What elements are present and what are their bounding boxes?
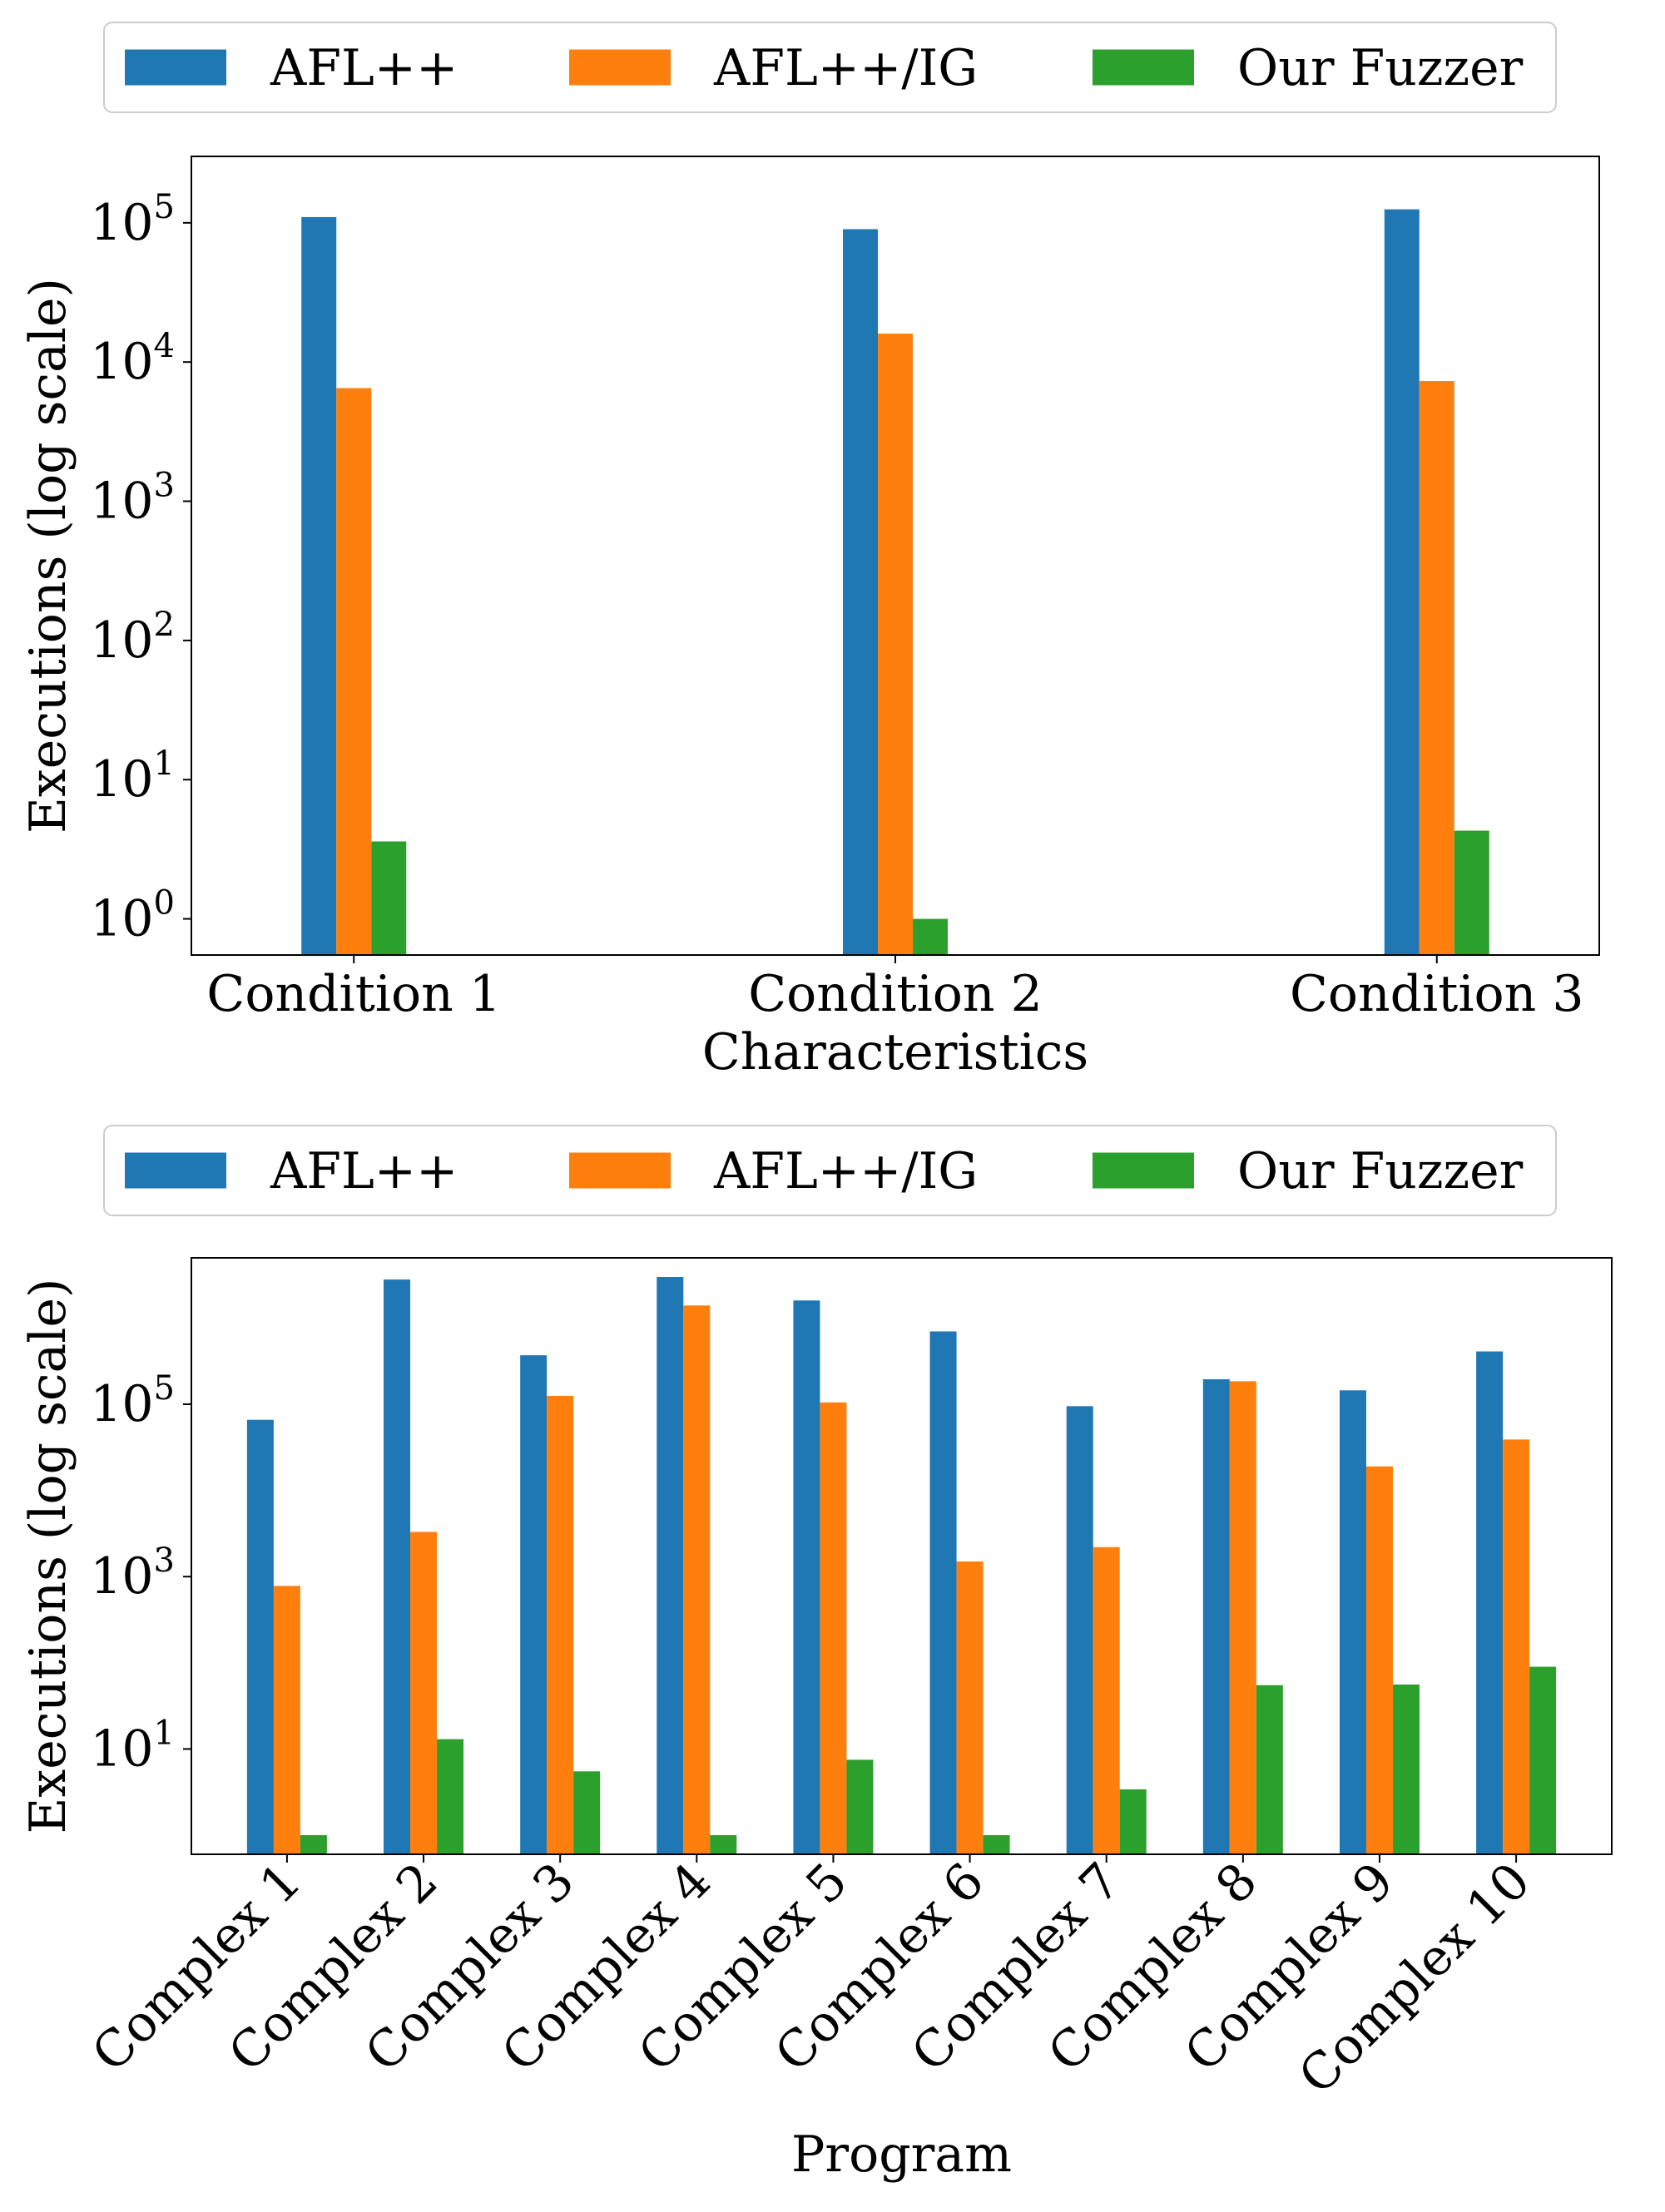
bar-our-fuzzer-9: [1392, 1684, 1420, 1854]
legend-swatch-2: [569, 49, 671, 86]
bar-our-fuzzer-1: [300, 1835, 327, 1854]
y-tick-label: 102: [90, 606, 175, 670]
bar-afl-ig-2: [410, 1532, 438, 1854]
bar-afl-ig-3: [1419, 381, 1454, 956]
bar-afl-ig-8: [1229, 1381, 1256, 1854]
y-axis-label: Executions (log scale): [19, 1279, 77, 1834]
bar-afl-ig-7: [1093, 1546, 1120, 1854]
chart-1: AFL++ AFL++/IG Our Fuzzer 100 101 102 103 104 10…: [19, 22, 1600, 1081]
bar-our-fuzzer-3: [1454, 830, 1489, 955]
bar-our-fuzzer-5: [846, 1759, 874, 1854]
legend-label-3: Our Fuzzer: [1237, 1142, 1524, 1200]
legend-label-3: Our Fuzzer: [1237, 39, 1524, 97]
y-tick-label: 100: [90, 884, 175, 948]
bar-afl-ig-4: [683, 1305, 711, 1854]
x-tick-label: Condition 3: [1290, 965, 1584, 1023]
y-tick-label: 101: [90, 1714, 175, 1778]
bar-afl--1: [301, 216, 337, 955]
legend-box: [103, 1125, 1557, 1216]
bar-our-fuzzer-2: [913, 918, 948, 955]
bar-afl--4: [657, 1276, 684, 1854]
chart-1-legend: AFL++ AFL++/IG Our Fuzzer: [103, 22, 1557, 113]
bar-afl--3: [1384, 209, 1420, 956]
legend-swatch-2: [569, 1152, 671, 1189]
y-tick-label: 105: [90, 1369, 175, 1433]
bar-afl--8: [1202, 1378, 1230, 1854]
bar-afl-ig-9: [1365, 1466, 1393, 1854]
bar-our-fuzzer-7: [1119, 1789, 1147, 1854]
x-tick-label: Condition 2: [748, 965, 1043, 1023]
legend-label-1: AFL++: [270, 1142, 458, 1200]
bar-afl-ig-2: [878, 334, 913, 955]
bar-our-fuzzer-10: [1529, 1666, 1557, 1854]
x-axis-label: Characteristics: [702, 1023, 1088, 1081]
bar-afl--2: [384, 1279, 411, 1854]
legend-box: [103, 22, 1557, 113]
chart-2: AFL++ AFL++/IG Our Fuzzer101103105Complex …: [19, 1125, 1613, 2184]
bar-afl-ig-10: [1503, 1439, 1530, 1854]
legend-label-1: AFL++: [270, 39, 458, 97]
legend-swatch-3: [1093, 49, 1194, 86]
legend-label-2: AFL++/IG: [713, 1142, 978, 1200]
legend-swatch-1: [125, 49, 226, 86]
bar-afl--3: [520, 1355, 548, 1854]
bar-afl--1: [246, 1419, 274, 1854]
x-tick-label: Condition 1: [206, 965, 501, 1023]
bar-our-fuzzer-2: [437, 1739, 464, 1854]
y-tick-label: 103: [90, 1541, 175, 1606]
y-tick-label: 104: [90, 327, 175, 391]
y-axis-label: Executions (log scale): [19, 278, 77, 834]
legend-label-2: AFL++/IG: [713, 39, 978, 97]
bar-afl--7: [1066, 1406, 1093, 1854]
bar-afl--10: [1476, 1351, 1504, 1854]
bar-our-fuzzer-8: [1256, 1685, 1283, 1854]
chart-2-legend: AFL++ AFL++/IG Our Fuzzer: [103, 1125, 1557, 1216]
bar-afl-ig-3: [547, 1395, 574, 1854]
x-axis-label: Program: [791, 2125, 1012, 2184]
bar-afl--5: [793, 1300, 820, 1854]
bar-afl--9: [1339, 1390, 1366, 1854]
bar-afl-ig-1: [336, 388, 372, 955]
bar-our-fuzzer-3: [573, 1771, 601, 1854]
bar-our-fuzzer-6: [983, 1835, 1010, 1854]
legend-swatch-1: [125, 1152, 226, 1189]
bar-our-fuzzer-4: [710, 1835, 737, 1854]
bar-afl--2: [843, 229, 878, 955]
bar-our-fuzzer-1: [371, 841, 407, 955]
y-tick-label: 105: [90, 188, 175, 252]
axes-frame: [191, 1257, 1613, 1855]
bar-afl--6: [929, 1331, 957, 1854]
bar-afl-ig-1: [273, 1586, 300, 1854]
bar-afl-ig-6: [956, 1561, 984, 1854]
y-tick-label: 103: [90, 467, 175, 531]
legend-swatch-3: [1093, 1152, 1194, 1189]
bar-afl-ig-5: [820, 1402, 847, 1854]
y-tick-label: 101: [90, 745, 175, 809]
